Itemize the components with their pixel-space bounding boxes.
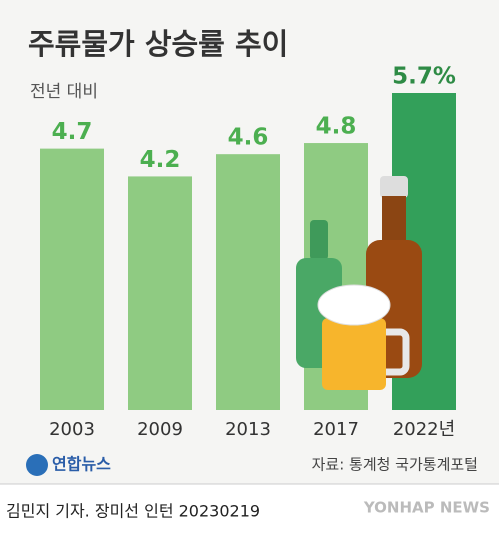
value-label: 4.8	[316, 114, 357, 140]
value-label: 4.2	[140, 147, 181, 173]
soju-neck	[310, 220, 328, 260]
source: 자료: 통계청 국가통계포털	[312, 456, 478, 474]
logo: 연합뉴스	[52, 455, 111, 474]
glass-handle	[386, 328, 410, 376]
watermark: YONHAP NEWS	[363, 499, 490, 517]
x-tick-label: 2017	[313, 419, 359, 440]
beer-neck	[382, 196, 406, 246]
chart-subtitle: 전년 대비	[30, 82, 98, 102]
bar	[216, 154, 280, 410]
credit: 김민지 기자. 장미선 인턴 20230219	[6, 502, 260, 521]
logo-icon	[26, 454, 48, 476]
value-label: 4.7	[52, 119, 93, 145]
illustration	[296, 176, 422, 390]
chart-title: 주류물가 상승률 추이	[28, 27, 288, 61]
value-label: 4.6	[228, 125, 269, 151]
x-tick-label: 2009	[137, 419, 183, 440]
x-tick-label: 2003	[49, 419, 95, 440]
beer-glass	[322, 318, 386, 390]
beer-cap	[380, 176, 408, 198]
bar	[40, 148, 104, 411]
value-label: 5.7%	[392, 64, 456, 90]
bar	[128, 176, 192, 410]
beer-foam	[317, 284, 391, 326]
x-tick-label: 2022년	[393, 419, 455, 440]
x-tick-label: 2013	[225, 419, 271, 440]
